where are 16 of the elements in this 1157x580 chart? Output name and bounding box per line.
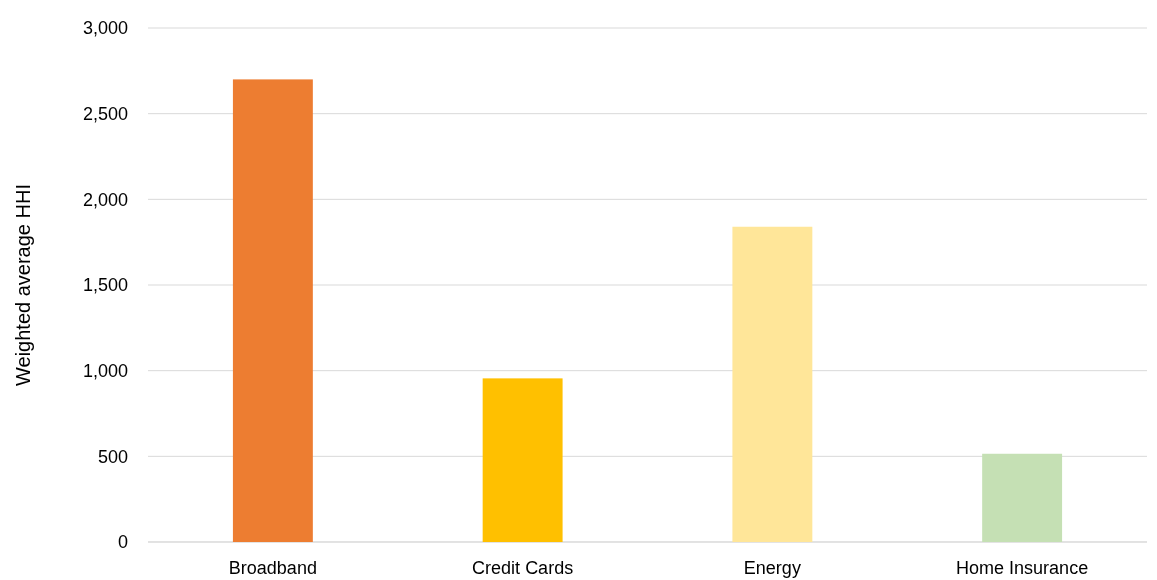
- bar: [232, 79, 313, 542]
- y-tick-label: 0: [117, 532, 128, 553]
- x-tick-label: Broadband: [228, 558, 317, 578]
- y-tick-label: 2,500: [82, 103, 128, 124]
- y-tick-label: 2,000: [82, 189, 128, 210]
- x-tick-label: Energy: [743, 558, 801, 578]
- y-tick-label: 3,000: [82, 18, 128, 39]
- y-tick-label: 1,000: [82, 360, 128, 381]
- y-tick-label: 1,500: [82, 275, 128, 296]
- x-tick-label: Home Insurance: [956, 558, 1089, 578]
- bar: [982, 453, 1063, 542]
- bar: [482, 378, 563, 542]
- y-axis-title: Weighted average HHI: [12, 184, 34, 386]
- y-tick-label: 500: [97, 446, 128, 467]
- x-tick-label: Credit Cards: [472, 558, 574, 578]
- bar: [732, 226, 813, 542]
